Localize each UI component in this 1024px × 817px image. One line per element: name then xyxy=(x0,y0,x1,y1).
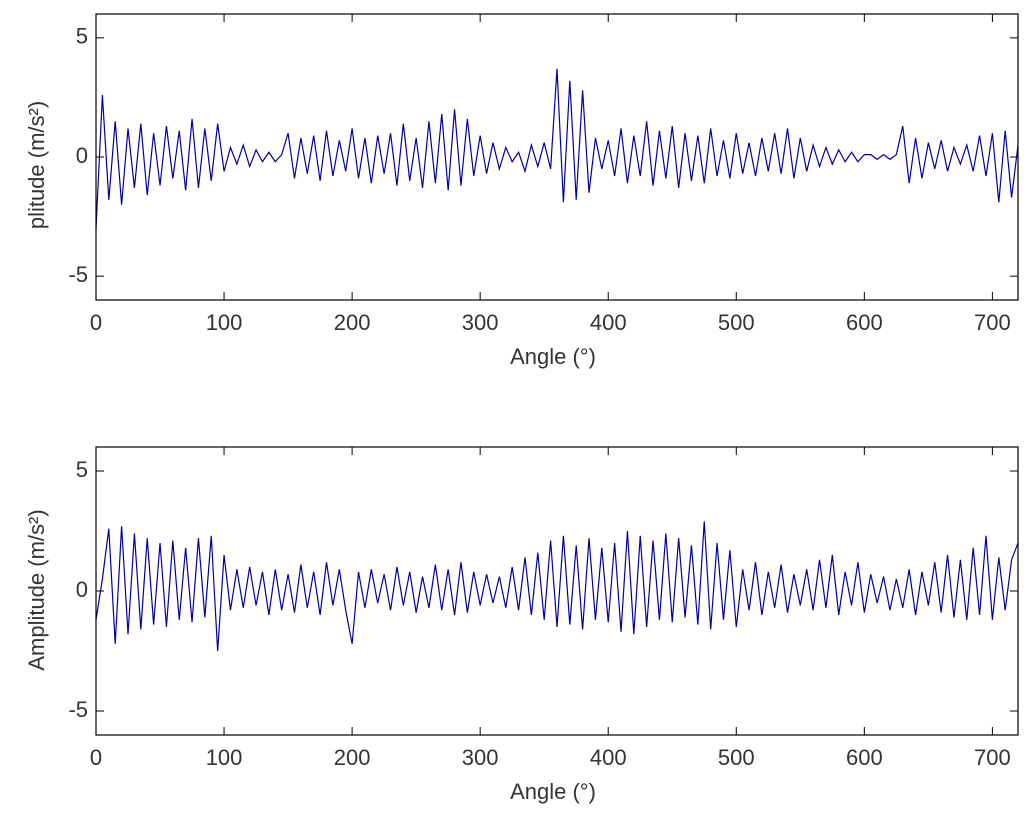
axes-box xyxy=(95,13,1019,301)
y-tick-label: 5 xyxy=(76,457,88,482)
x-tick-label: 200 xyxy=(334,745,371,770)
x-tick-label: 0 xyxy=(90,745,102,770)
x-tick-label: 200 xyxy=(334,310,371,335)
axes-background xyxy=(96,447,1018,735)
x-tick-label: 400 xyxy=(590,310,627,335)
y-axis-label: Amplitude (m/s²) xyxy=(24,509,49,670)
x-tick-label: 300 xyxy=(462,745,499,770)
x-axis-label: Angle (°) xyxy=(510,344,596,369)
y-tick-label: -5 xyxy=(68,262,88,287)
y-tick-label: 0 xyxy=(76,143,88,168)
y-tick-label: -5 xyxy=(68,697,88,722)
x-tick-label: 0 xyxy=(90,310,102,335)
x-tick-label: 700 xyxy=(974,745,1011,770)
axes-background xyxy=(96,14,1018,300)
y-axis-label: plitude (m/s²) xyxy=(24,101,49,229)
y-tick-label: 5 xyxy=(76,24,88,49)
x-axis-label: Angle (°) xyxy=(510,779,596,804)
x-tick-label: 600 xyxy=(846,745,883,770)
x-tick-label: 600 xyxy=(846,310,883,335)
x-tick-label: 700 xyxy=(974,310,1011,335)
signal-line xyxy=(95,68,1019,229)
x-tick-label: 100 xyxy=(206,310,243,335)
y-tick-label: 0 xyxy=(76,577,88,602)
x-tick-label: 400 xyxy=(590,745,627,770)
x-tick-label: 500 xyxy=(718,310,755,335)
x-tick-label: 300 xyxy=(462,310,499,335)
x-tick-label: 100 xyxy=(206,745,243,770)
signal-line xyxy=(95,521,1019,652)
axes-box xyxy=(95,446,1019,736)
x-tick-label: 500 xyxy=(718,745,755,770)
